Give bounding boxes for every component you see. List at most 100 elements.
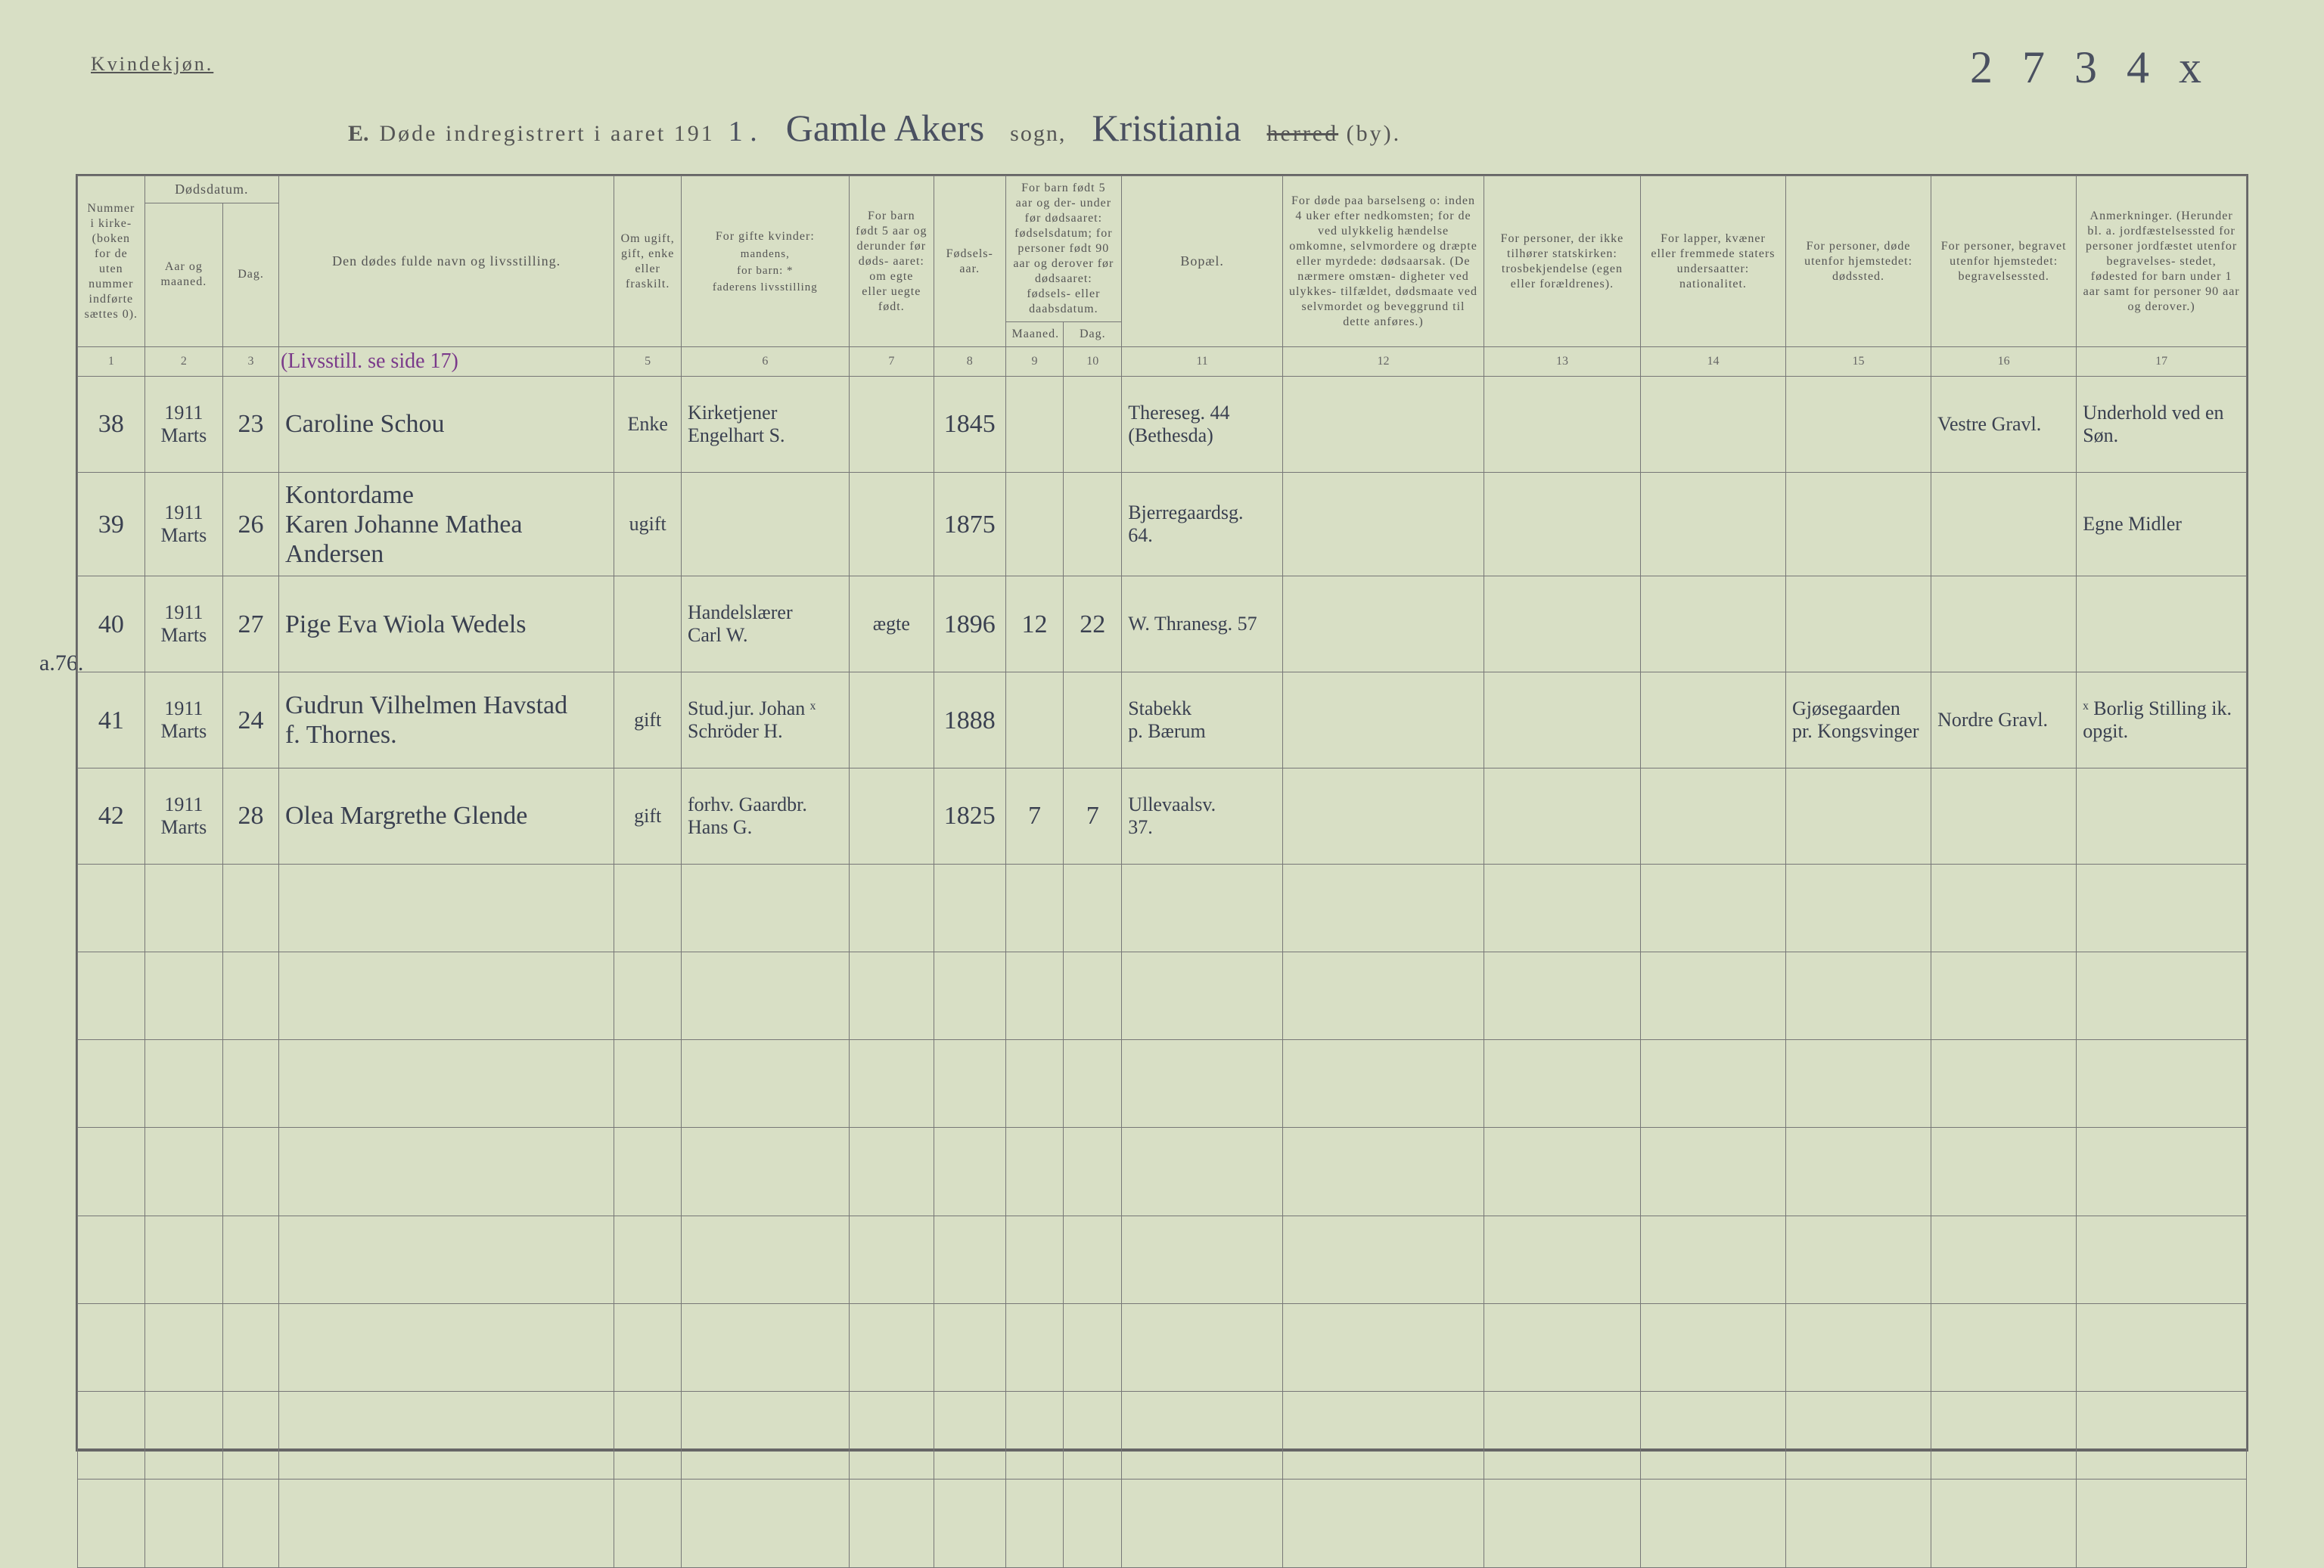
cell-c12 <box>1283 768 1484 865</box>
cell-c16 <box>1931 472 2077 576</box>
cell-fd <box>1064 377 1122 473</box>
empty-cell <box>223 1391 279 1479</box>
empty-cell <box>1640 864 1785 952</box>
cell-navn: Caroline Schou <box>278 377 614 473</box>
col-header-4: Den dødes fulde navn og livsstilling. <box>278 176 614 347</box>
empty-cell <box>682 1303 850 1391</box>
empty-cell <box>1484 864 1641 952</box>
district-name-handwritten: Kristiania <box>1077 106 1256 150</box>
cell-c17: ˣ Borlig Stilling ik. opgit. <box>2077 672 2247 768</box>
cell-bopael: Ullevaalsv.37. <box>1122 768 1283 865</box>
empty-cell <box>144 1391 222 1479</box>
cell-c14 <box>1640 472 1785 576</box>
cell-fd: 7 <box>1064 768 1122 865</box>
empty-cell <box>1484 1391 1641 1479</box>
empty-cell <box>1064 1391 1122 1479</box>
cell-mand <box>682 472 850 576</box>
cell-mand: KirketjenerEngelhart S. <box>682 377 850 473</box>
empty-cell <box>1931 1216 2077 1303</box>
empty-cell <box>849 1303 934 1391</box>
cell-c15: Gjøsegaardenpr. Kongsvinger <box>1786 672 1931 768</box>
col-header-9: Maaned. <box>1005 322 1064 347</box>
cell-navn: KontordameKaren Johanne Mathea Andersen <box>278 472 614 576</box>
empty-cell <box>1064 952 1122 1039</box>
cell-aar: 1911Marts <box>144 472 222 576</box>
column-number: 10 <box>1064 347 1122 377</box>
table-row-empty <box>78 1216 2247 1303</box>
column-number: 9 <box>1005 347 1064 377</box>
cell-egte: ægte <box>849 576 934 672</box>
empty-cell <box>614 1480 682 1567</box>
column-number: 14 <box>1640 347 1785 377</box>
column-number: 16 <box>1931 347 2077 377</box>
cell-fm: 12 <box>1005 576 1064 672</box>
cell-num: 39 <box>78 472 145 576</box>
empty-cell <box>1931 1128 2077 1216</box>
parish-name-handwritten: Gamle Akers <box>771 106 999 150</box>
empty-cell <box>78 864 145 952</box>
cell-c13 <box>1484 472 1641 576</box>
empty-cell <box>682 1391 850 1479</box>
empty-cell <box>1064 1128 1122 1216</box>
col-header-10: Dag. <box>1064 322 1122 347</box>
empty-cell <box>2077 1303 2247 1391</box>
empty-cell <box>278 1303 614 1391</box>
empty-cell <box>1640 1216 1785 1303</box>
cell-stand: gift <box>614 768 682 865</box>
empty-cell <box>2077 864 2247 952</box>
cell-bopael: Thereseg. 44(Bethesda) <box>1122 377 1283 473</box>
empty-cell <box>1484 952 1641 1039</box>
empty-cell <box>1283 1303 1484 1391</box>
header-prefix: E. <box>348 121 369 147</box>
empty-cell <box>1484 1128 1641 1216</box>
empty-cell <box>223 1216 279 1303</box>
cell-num: 40 <box>78 576 145 672</box>
column-number: 6 <box>682 347 850 377</box>
empty-cell <box>934 1391 1005 1479</box>
empty-cell <box>849 1040 934 1128</box>
cell-c14 <box>1640 377 1785 473</box>
empty-cell <box>1931 1040 2077 1128</box>
empty-cell <box>1931 952 2077 1039</box>
empty-cell <box>614 1040 682 1128</box>
column-number: 11 <box>1122 347 1283 377</box>
table-row: 401911Marts27Pige Eva Wiola WedelsHandel… <box>78 576 2247 672</box>
empty-cell <box>144 1040 222 1128</box>
empty-cell <box>1484 1216 1641 1303</box>
cell-fm <box>1005 472 1064 576</box>
cell-c15 <box>1786 768 1931 865</box>
empty-cell <box>278 864 614 952</box>
column-number-row: 123(Livsstill. se side 17)56789101112131… <box>78 347 2247 377</box>
cell-c17 <box>2077 768 2247 865</box>
column-number: 3 <box>223 347 279 377</box>
header-line: E. Døde indregistrert i aaret 1911 . Gam… <box>348 106 2203 150</box>
empty-cell <box>1283 952 1484 1039</box>
cell-c17: Egne Midler <box>2077 472 2247 576</box>
column-number: 17 <box>2077 347 2247 377</box>
cell-c12 <box>1283 377 1484 473</box>
cell-num: 38 <box>78 377 145 473</box>
empty-cell <box>614 1216 682 1303</box>
col-header-2-group: Dødsdatum. <box>144 176 278 203</box>
cell-c15 <box>1786 472 1931 576</box>
cell-c16: Vestre Gravl. <box>1931 377 2077 473</box>
empty-cell <box>934 1040 1005 1128</box>
cell-dag: 24 <box>223 672 279 768</box>
col-header-12: For døde paa barselseng o: inden 4 uker … <box>1283 176 1484 347</box>
col-header-17: Anmerkninger. (Herunder bl. a. jordfæste… <box>2077 176 2247 347</box>
empty-cell <box>278 1391 614 1479</box>
cell-c12 <box>1283 672 1484 768</box>
cell-dag: 28 <box>223 768 279 865</box>
cell-c17 <box>2077 576 2247 672</box>
empty-cell <box>223 952 279 1039</box>
cell-dag: 27 <box>223 576 279 672</box>
empty-cell <box>223 1128 279 1216</box>
cell-bopael: Stabekkp. Bærum <box>1122 672 1283 768</box>
empty-cell <box>2077 1391 2247 1479</box>
cell-navn: Olea Margrethe Glende <box>278 768 614 865</box>
empty-cell <box>682 1216 850 1303</box>
empty-cell <box>144 1128 222 1216</box>
header-printed-title: Døde indregistrert i aaret 191 <box>380 121 715 147</box>
empty-cell <box>849 1216 934 1303</box>
cell-fd: 22 <box>1064 576 1122 672</box>
